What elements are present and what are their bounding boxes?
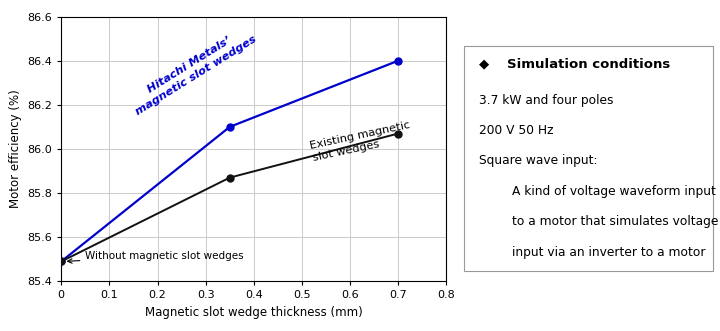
Text: 200 V 50 Hz: 200 V 50 Hz xyxy=(480,124,554,137)
Text: Simulation conditions: Simulation conditions xyxy=(507,58,670,71)
X-axis label: Magnetic slot wedge thickness (mm): Magnetic slot wedge thickness (mm) xyxy=(145,306,363,319)
Text: Without magnetic slot wedges: Without magnetic slot wedges xyxy=(68,251,244,263)
Text: to a motor that simulates voltage: to a motor that simulates voltage xyxy=(512,215,718,228)
Text: 3.7 kW and four poles: 3.7 kW and four poles xyxy=(480,94,614,107)
Text: Existing magnetic
slot wedges: Existing magnetic slot wedges xyxy=(310,120,414,163)
FancyBboxPatch shape xyxy=(464,46,713,271)
Text: Hitachi Metals’
magnetic slot wedges: Hitachi Metals’ magnetic slot wedges xyxy=(127,24,258,117)
Text: ◆: ◆ xyxy=(480,58,490,71)
Text: input via an inverter to a motor: input via an inverter to a motor xyxy=(512,246,705,259)
Text: Square wave input:: Square wave input: xyxy=(480,154,598,167)
Y-axis label: Motor efficiency (%): Motor efficiency (%) xyxy=(9,90,22,208)
Text: A kind of voltage waveform input: A kind of voltage waveform input xyxy=(512,185,716,198)
